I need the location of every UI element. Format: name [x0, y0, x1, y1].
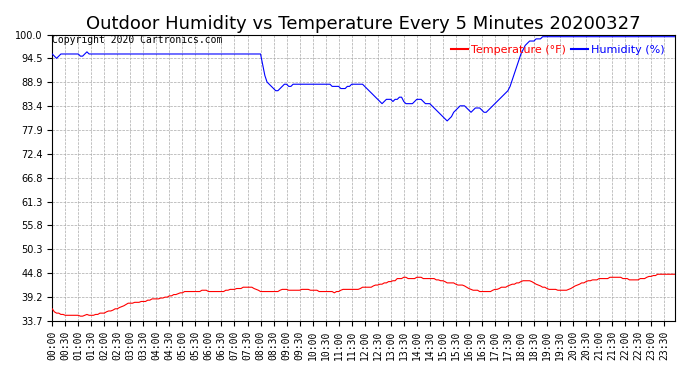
Legend: Temperature (°F), Humidity (%): Temperature (°F), Humidity (%): [446, 40, 669, 59]
Title: Outdoor Humidity vs Temperature Every 5 Minutes 20200327: Outdoor Humidity vs Temperature Every 5 …: [86, 15, 641, 33]
Text: Copyright 2020 Cartronics.com: Copyright 2020 Cartronics.com: [52, 34, 223, 45]
